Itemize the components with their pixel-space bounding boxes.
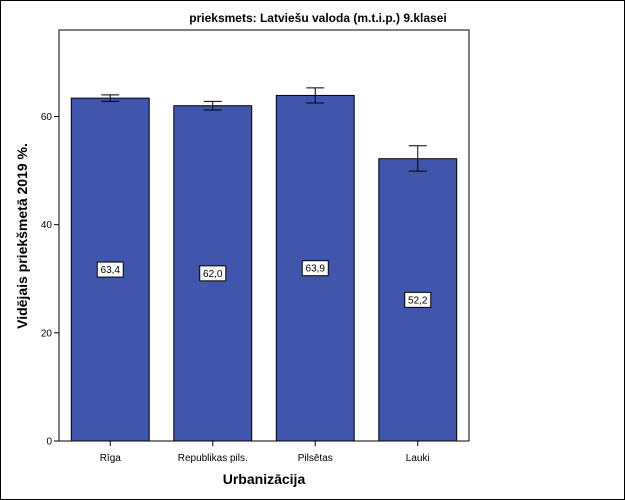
y-tick-label: 60 [41, 112, 53, 123]
x-axis-title: Urbanizācija [223, 471, 306, 487]
data-label: 63,4 [101, 265, 121, 276]
y-tick-label: 40 [41, 220, 53, 231]
x-tick-label: Rīga [100, 453, 122, 464]
y-tick-label: 0 [46, 437, 52, 448]
data-label: 63,9 [306, 264, 326, 275]
x-tick-label: Lauki [406, 453, 430, 464]
data-label-box [404, 291, 432, 308]
data-label-box [301, 260, 329, 277]
data-label: 52,2 [408, 295, 428, 306]
data-label: 62,0 [203, 269, 223, 280]
data-label-box [199, 265, 227, 282]
chart-title: prieksmets: Latviešu valoda (m.t.i.p.) 9… [189, 11, 446, 25]
x-tick-label: Pilsētas [298, 453, 333, 464]
data-label-box [96, 261, 124, 278]
y-tick-label: 20 [41, 328, 53, 339]
y-axis-title: Vidējais priekšmetā 2019 %. [14, 143, 30, 329]
x-tick-label: Republikas pils. [178, 453, 248, 464]
